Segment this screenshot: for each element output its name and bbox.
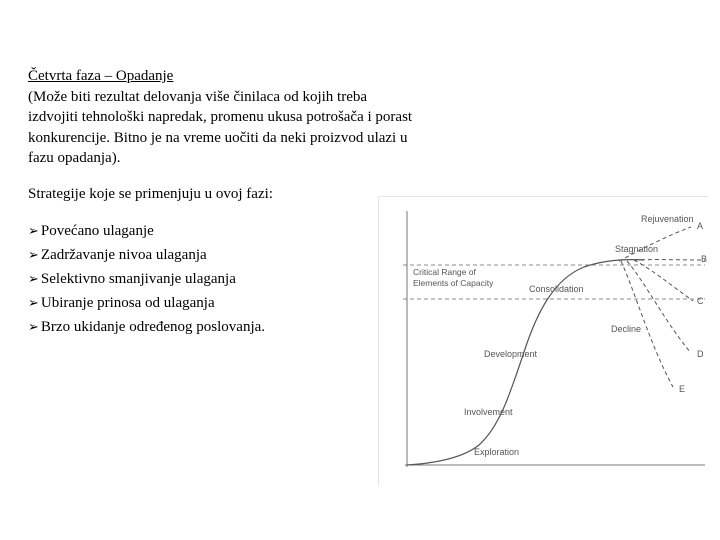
list-item-label: Ubiranje prinosa od ulaganja (41, 295, 215, 311)
svg-text:Consolidation: Consolidation (529, 284, 584, 294)
svg-text:Decline: Decline (611, 324, 641, 334)
phase-heading: Četvrta faza – Opadanje (28, 68, 692, 85)
svg-text:Development: Development (484, 349, 538, 359)
list-item-label: Zadržavanje nivoa ulaganja (41, 247, 207, 263)
bullet-arrow-icon: ➢ (28, 247, 39, 262)
bullet-arrow-icon: ➢ (28, 271, 39, 286)
bullet-arrow-icon: ➢ (28, 223, 39, 238)
svg-text:E: E (679, 384, 685, 394)
list-item-label: Selektivno smanjivanje ulaganja (41, 271, 236, 287)
svg-text:Involvement: Involvement (464, 407, 513, 417)
bullet-arrow-icon: ➢ (28, 319, 39, 334)
svg-text:C: C (697, 296, 704, 306)
svg-text:Stagnation: Stagnation (615, 244, 658, 254)
phase-description: (Može biti rezultat delovanja više činil… (28, 87, 418, 168)
svg-text:Exploration: Exploration (474, 447, 519, 457)
svg-text:A: A (697, 221, 703, 231)
list-item-label: Brzo ukidanje određenog poslovanja. (41, 319, 265, 335)
bullet-arrow-icon: ➢ (28, 295, 39, 310)
svg-text:D: D (697, 349, 704, 359)
svg-text:Elements of Capacity: Elements of Capacity (413, 278, 494, 288)
list-item-label: Povećano ulaganje (41, 223, 154, 239)
lifecycle-chart-svg: Exploration Involvement Development Consoli… (379, 197, 709, 487)
svg-text:Critical Range of: Critical Range of (413, 267, 476, 277)
svg-text:Rejuvenation: Rejuvenation (641, 214, 694, 224)
lifecycle-chart: Exploration Involvement Development Consoli… (378, 196, 708, 486)
svg-text:B: B (701, 254, 707, 264)
